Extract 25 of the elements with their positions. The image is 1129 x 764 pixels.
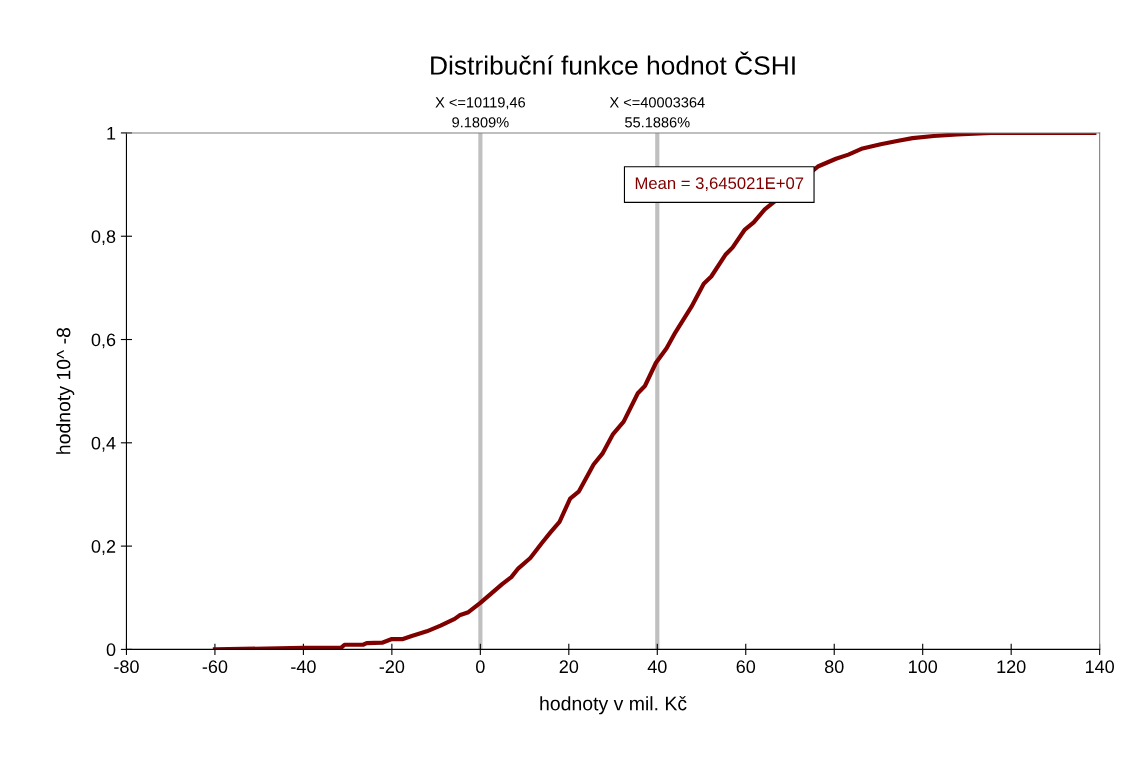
ref-line-label: X <=40003364 55.1886% bbox=[609, 97, 705, 128]
y-tick-label: 0,2 bbox=[91, 540, 116, 555]
y-tick-label: 1 bbox=[107, 127, 116, 140]
x-tick-label: -40 bbox=[291, 660, 316, 674]
ref-line-label: X <=10119,46 9.1809% bbox=[435, 97, 526, 128]
x-axis-title: hodnoty v mil. Kč bbox=[540, 696, 687, 715]
annotation: Mean = 3,645021E+07 bbox=[635, 177, 804, 192]
y-axis-title: hodnoty 10^ -8 bbox=[56, 327, 75, 454]
x-tick-label: 60 bbox=[736, 660, 756, 674]
y-tick-label: 0,8 bbox=[91, 230, 116, 246]
chart-title: Distribuční funkce hodnot ČSHI bbox=[431, 51, 795, 75]
y-tick-label: 0,6 bbox=[91, 333, 116, 349]
x-tick-label: -80 bbox=[114, 660, 139, 674]
y-tick-label: 0 bbox=[106, 643, 116, 657]
x-tick-label: 20 bbox=[559, 660, 579, 674]
x-tick-label: 100 bbox=[909, 660, 938, 674]
y-tick-label: 0,4 bbox=[91, 436, 116, 452]
line-series bbox=[212, 132, 1097, 650]
x-tick-label: 140 bbox=[1085, 660, 1114, 674]
x-tick-label: -60 bbox=[202, 660, 228, 674]
x-tick-label: -20 bbox=[379, 660, 405, 674]
x-tick-label: 120 bbox=[997, 660, 1026, 674]
x-tick-label: 0 bbox=[476, 660, 485, 674]
x-tick-label: 80 bbox=[824, 660, 844, 674]
x-tick-label: 40 bbox=[647, 660, 667, 674]
